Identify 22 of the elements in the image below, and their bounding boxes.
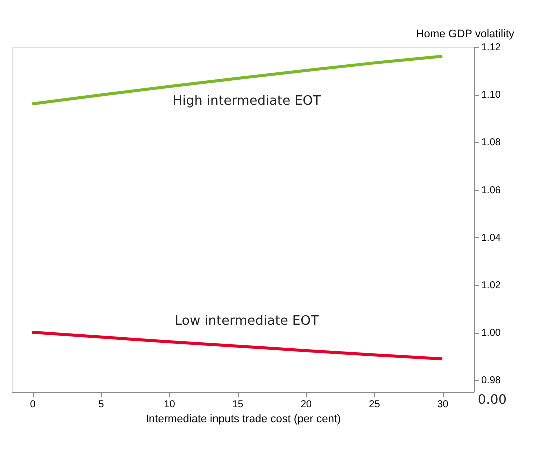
y-tick-label: 1.06 <box>482 185 502 196</box>
y-tick-label: 1.00 <box>482 328 502 340</box>
x-axis-title: Intermediate inputs trade cost (per cent) <box>146 414 342 426</box>
y-tick-label: 1.10 <box>482 90 502 102</box>
y-axis-title: Home GDP volatility <box>416 28 515 40</box>
y-tick-label: 0.98 <box>482 376 502 387</box>
y-tick-label: 1.08 <box>482 138 502 149</box>
x-tick-label: 20 <box>300 400 312 410</box>
x-tick-label: 10 <box>164 400 176 410</box>
x-tick-label: 0 <box>30 400 36 410</box>
text: 0.00 <box>478 393 507 408</box>
annotation: High intermediate EOT <box>172 94 322 109</box>
y-tick-label: 1.04 <box>482 232 502 244</box>
line-series <box>31 55 444 106</box>
x-tick-label: 30 <box>438 400 450 410</box>
x-tick-label: 25 <box>369 400 381 410</box>
y-tick-label: 1.02 <box>482 280 502 292</box>
y-tick-label: 1.12 <box>482 42 502 54</box>
x-tick-label: 15 <box>232 400 244 410</box>
x-tick-label: 5 <box>98 400 105 410</box>
line-series <box>31 331 444 361</box>
annotation: Low intermediate EOT <box>175 314 320 329</box>
